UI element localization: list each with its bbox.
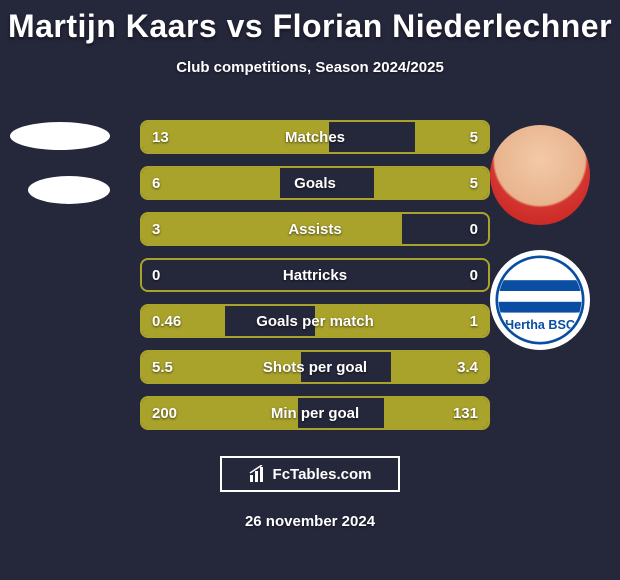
chart-icon [249,465,267,483]
date-text: 26 november 2024 [0,513,620,530]
stat-label: Shots per goal [142,352,488,382]
comparison-chart: 135Matches 65Goals 30Assists 00Hattricks 0.4… [140,120,490,442]
stat-row: 0.461Goals per match [140,304,490,338]
stat-row: 00Hattricks [140,258,490,292]
stat-label: Min per goal [142,398,488,428]
stat-label: Goals [142,168,488,198]
club2-logo: Hertha BSC [490,250,590,350]
stat-label: Matches [142,122,488,152]
player1-placeholder-ellipse [10,122,110,150]
page-title: Martijn Kaars vs Florian Niederlechner [0,0,620,45]
svg-text:Hertha BSC: Hertha BSC [505,318,575,332]
club1-placeholder-ellipse [28,176,110,204]
hertha-bsc-icon: Hertha BSC [495,255,585,345]
stat-label: Goals per match [142,306,488,336]
stat-row: 135Matches [140,120,490,154]
subtitle: Club competitions, Season 2024/2025 [0,59,620,76]
stat-row: 200131Min per goal [140,396,490,430]
stat-row: 5.53.4Shots per goal [140,350,490,384]
stat-label: Assists [142,214,488,244]
player2-avatar [490,125,590,225]
stat-row: 30Assists [140,212,490,246]
stat-label: Hattricks [142,260,488,290]
stat-row: 65Goals [140,166,490,200]
source-text: FcTables.com [273,466,372,483]
source-badge: FcTables.com [220,456,400,492]
